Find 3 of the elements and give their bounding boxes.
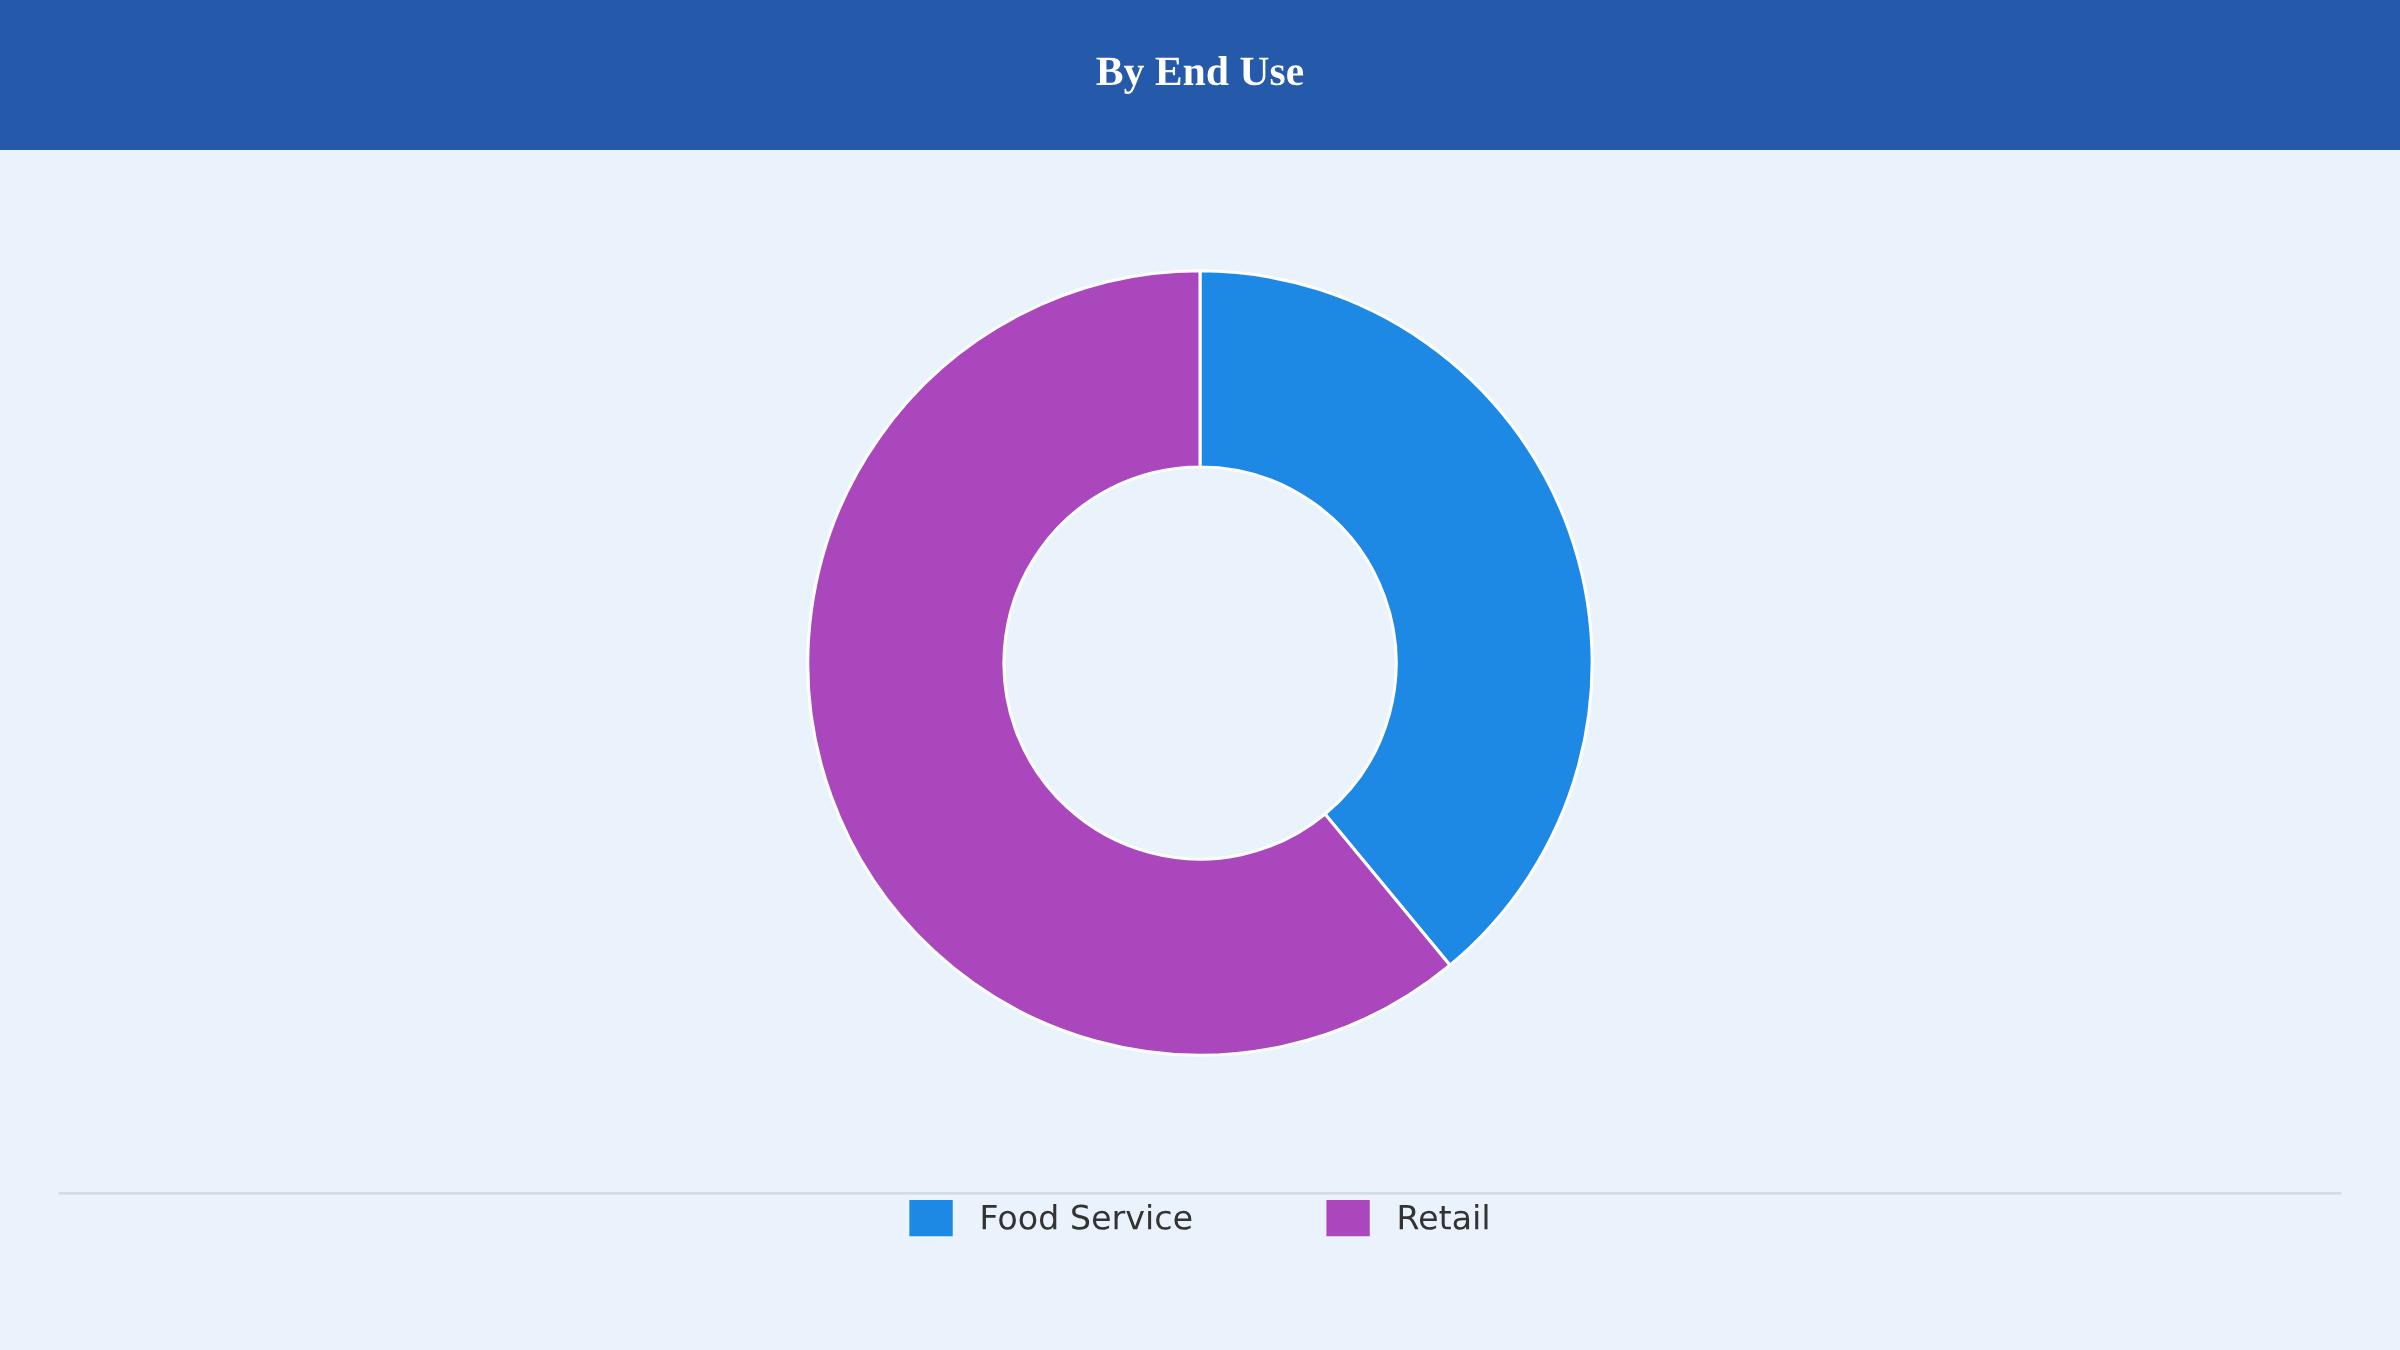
- chart-title: By End Use: [1096, 56, 1304, 94]
- legend-label: Food Service: [982, 1203, 1192, 1230]
- legend-label: Retail: [1399, 1203, 1488, 1230]
